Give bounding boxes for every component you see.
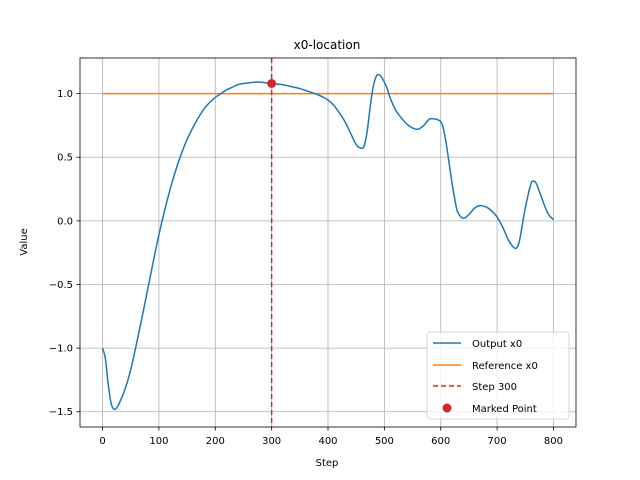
x-tick-label: 400 [318, 436, 337, 447]
legend-box [426, 331, 570, 420]
y-tick-label: −1.5 [49, 407, 73, 418]
series-layer [101, 58, 555, 427]
legend: Output x0 Reference x0 Step 300 Marked P… [426, 331, 570, 420]
legend-marker-marked-point [442, 403, 452, 413]
x-axis-ticks: 0 100 200 300 400 500 600 700 800 [99, 427, 563, 447]
x-tick-label: 0 [99, 436, 105, 447]
y-tick-label: −1.0 [49, 344, 73, 355]
x-tick-label: 200 [206, 436, 225, 447]
series-line-output-x0 [101, 73, 555, 411]
y-tick-label: 0.5 [57, 153, 73, 164]
y-tick-label: 1.0 [57, 89, 73, 100]
legend-label-output-x0: Output x0 [472, 339, 522, 350]
legend-label-step-300: Step 300 [472, 382, 517, 393]
y-tick-label: −0.5 [49, 280, 73, 291]
legend-label-reference-x0: Reference x0 [472, 361, 538, 372]
y-axis-ticks: −1.5 −1.0 −0.5 0.0 0.5 1.0 [49, 89, 80, 418]
x-axis-label: Step [316, 458, 339, 469]
legend-label-marked-point: Marked Point [472, 404, 537, 415]
chart-title: x0-location [294, 38, 361, 52]
x-tick-label: 700 [488, 436, 507, 447]
x-tick-label: 100 [149, 436, 168, 447]
x-tick-label: 500 [375, 436, 394, 447]
x-tick-label: 600 [431, 436, 450, 447]
marked-point [267, 78, 277, 88]
x-tick-label: 800 [544, 436, 563, 447]
x-tick-label: 300 [262, 436, 281, 447]
y-axis-label: Value [19, 228, 30, 255]
y-tick-label: 0.0 [57, 216, 73, 227]
